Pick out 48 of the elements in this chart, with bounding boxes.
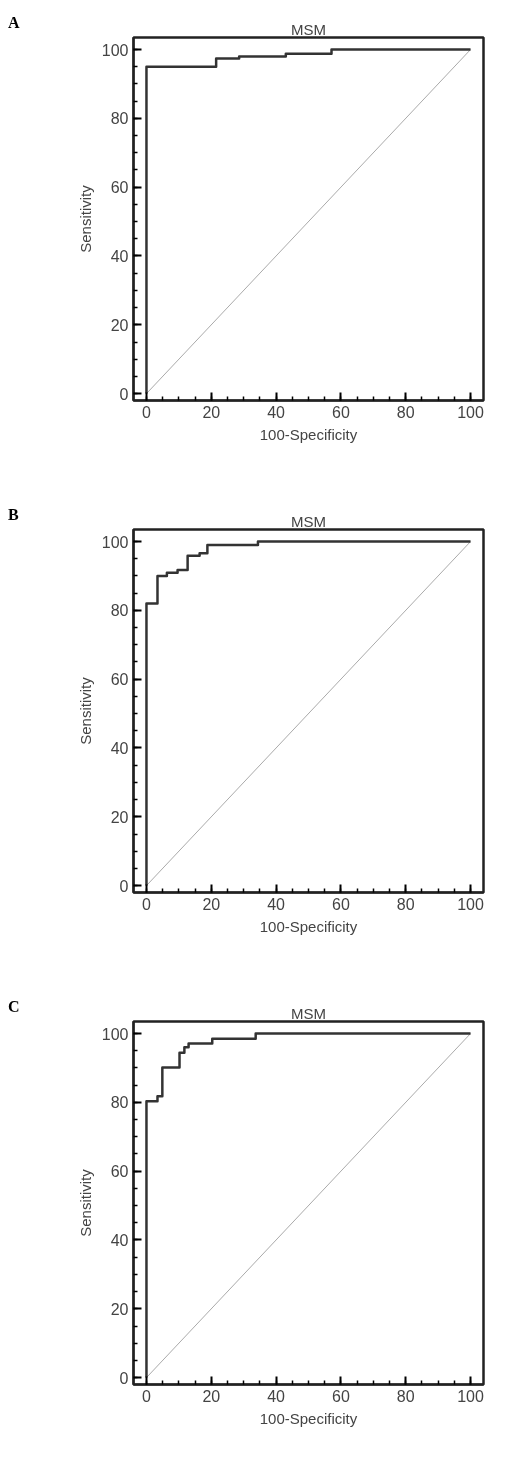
y-axis-title: Sensitivity bbox=[76, 184, 94, 253]
y-tick-label: 40 bbox=[110, 1231, 129, 1249]
y-tick-label: 60 bbox=[110, 671, 129, 689]
y-tick-label: 0 bbox=[119, 385, 129, 403]
x-tick-label: 60 bbox=[332, 895, 350, 913]
y-tick-label: 80 bbox=[110, 602, 129, 620]
x-tick-label: 20 bbox=[202, 895, 221, 913]
x-tick-label: 0 bbox=[142, 1387, 152, 1405]
y-axis-title: Sensitivity bbox=[76, 1168, 94, 1237]
x-tick-label: 80 bbox=[396, 895, 415, 913]
x-tick-label: 80 bbox=[396, 1387, 415, 1405]
y-tick-label: 100 bbox=[101, 533, 129, 551]
x-axis-title: 100-Specificity bbox=[259, 917, 358, 935]
y-tick-label: 20 bbox=[110, 1300, 129, 1318]
x-tick-label: 80 bbox=[396, 403, 415, 421]
x-tick-label: 60 bbox=[332, 403, 350, 421]
y-tick-label: 80 bbox=[110, 1094, 129, 1112]
chart-title: MSM bbox=[291, 20, 326, 38]
x-tick-label: 100 bbox=[457, 895, 484, 913]
x-tick-label: 20 bbox=[202, 403, 221, 421]
y-tick-label: 0 bbox=[119, 1369, 129, 1387]
y-tick-label: 40 bbox=[110, 247, 129, 265]
x-axis-title: 100-Specificity bbox=[259, 1409, 358, 1427]
x-tick-label: 100 bbox=[457, 403, 484, 421]
x-tick-label: 0 bbox=[142, 403, 152, 421]
text: B bbox=[8, 505, 19, 525]
y-tick-label: 100 bbox=[101, 41, 129, 59]
y-tick-label: 0 bbox=[119, 877, 129, 895]
text: A bbox=[8, 13, 20, 33]
y-tick-label: 60 bbox=[110, 179, 129, 197]
x-tick-label: 100 bbox=[457, 1387, 484, 1405]
chart-title: MSM bbox=[291, 512, 326, 530]
y-tick-label: 20 bbox=[110, 808, 129, 826]
x-tick-label: 40 bbox=[267, 1387, 286, 1405]
chart-title: MSM bbox=[291, 1004, 326, 1022]
y-tick-label: 100 bbox=[101, 1025, 129, 1043]
y-tick-label: 80 bbox=[110, 110, 129, 128]
y-tick-label: 40 bbox=[110, 739, 129, 757]
x-tick-label: 0 bbox=[142, 895, 152, 913]
x-tick-label: 60 bbox=[332, 1387, 350, 1405]
x-tick-label: 40 bbox=[267, 403, 286, 421]
y-axis-title: Sensitivity bbox=[76, 676, 94, 745]
x-tick-label: 40 bbox=[267, 895, 286, 913]
text: C bbox=[8, 997, 20, 1017]
y-tick-label: 60 bbox=[110, 1163, 129, 1181]
y-tick-label: 20 bbox=[110, 316, 129, 334]
x-tick-label: 20 bbox=[202, 1387, 221, 1405]
x-axis-title: 100-Specificity bbox=[259, 425, 358, 443]
